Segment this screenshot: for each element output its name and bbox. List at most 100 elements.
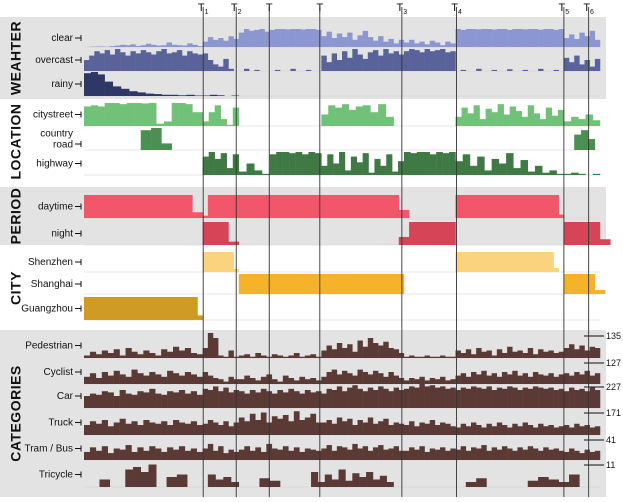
bar-categories-car-3-5 xyxy=(347,388,352,408)
bar-location-citystreet-6-3 xyxy=(342,104,349,126)
bar-categories-cyclist-5-4 xyxy=(476,374,481,384)
bar-categories-tram-bus-6-1 xyxy=(569,449,574,461)
bar-categories-pedestrian-5-5 xyxy=(481,352,486,358)
bar-categories-pedestrian-2-0 xyxy=(239,356,245,359)
bar-location-citystreet-9-1 xyxy=(571,117,578,126)
bar-location-highway-5-10 xyxy=(528,172,535,175)
bar-categories-truck-3-13 xyxy=(388,425,393,435)
bar-categories-car-3-3 xyxy=(337,386,342,408)
time-marker-label-1: T2 xyxy=(231,2,242,16)
bar-categories-pedestrian-6-1 xyxy=(569,344,574,358)
bar-categories-tram-bus-6-2 xyxy=(574,451,579,460)
bar-weahter-overcast-4-6 xyxy=(435,50,440,71)
bar-weahter-overcast-4-5 xyxy=(430,51,435,71)
bar-weahter-clear-4-10 xyxy=(373,41,378,47)
bar-weahter-clear-7-5 xyxy=(590,31,595,47)
bar-categories-pedestrian-5-20 xyxy=(559,352,564,358)
bar-location-citystreet-8-12 xyxy=(528,105,534,126)
bar-location-citystreet-8-15 xyxy=(546,108,552,126)
bar-categories-pedestrian-0-13 xyxy=(161,349,167,358)
bar-categories-pedestrian-3-9 xyxy=(368,338,373,358)
bar-weahter-clear-2-5 xyxy=(228,36,233,47)
bar-categories-car-5-2 xyxy=(466,389,471,408)
bar-weahter-clear-5-4 xyxy=(425,44,430,47)
bar-categories-truck-5-13 xyxy=(523,423,528,436)
bar-weahter-overcast-0-13 xyxy=(151,55,156,72)
bar-categories-cyclist-5-9 xyxy=(502,372,507,384)
bar-categories-tram-bus-6-3 xyxy=(579,453,584,460)
bar-categories-truck-4-0 xyxy=(404,425,409,435)
bar-categories-truck-3-0 xyxy=(321,423,326,436)
bar-categories-cyclist-4-1 xyxy=(409,378,414,384)
bar-categories-pedestrian-5-7 xyxy=(492,356,497,359)
bar-categories-cyclist-5-15 xyxy=(533,372,538,384)
bar-weahter-clear-4-7 xyxy=(357,35,362,47)
bar-weahter-clear-1-11 xyxy=(167,43,172,48)
bar-weahter-clear-6-15 xyxy=(533,29,538,47)
bar-location-highway-3-8 xyxy=(369,173,375,175)
bar-categories-tram-bus-5-4 xyxy=(476,449,481,461)
bar-weahter-clear-5-0 xyxy=(404,43,409,48)
bar-categories-tricycle-1-3 xyxy=(149,465,157,488)
bar-weahter-overcast-4-7 xyxy=(440,49,445,71)
bar-categories-car-2-2 xyxy=(250,390,256,408)
bar-weahter-overcast-3-0 xyxy=(321,56,326,71)
bar-categories-pedestrian-2-3 xyxy=(255,353,261,358)
bar-categories-cyclist-2-9 xyxy=(288,378,294,384)
bar-categories-cyclist-4-5 xyxy=(430,378,435,384)
bar-categories-pedestrian-2-14 xyxy=(316,357,322,358)
bar-weahter-overcast-0-15 xyxy=(161,49,166,71)
bar-categories-cyclist-2-11 xyxy=(299,377,305,384)
bar-weahter-overcast-4-4 xyxy=(425,49,430,71)
bar-weahter-clear-1-1 xyxy=(115,46,120,47)
bar-weahter-rainy-0-0 xyxy=(84,73,91,96)
bar-categories-cyclist-3-4 xyxy=(342,371,347,384)
bar-categories-tram-bus-2-0 xyxy=(239,450,245,460)
bar-categories-cyclist-6-5 xyxy=(590,376,595,384)
bar-weahter-overcast-3-10 xyxy=(373,50,378,71)
bar-categories-pedestrian-4-4 xyxy=(425,356,430,359)
bar-categories-cyclist-2-14 xyxy=(316,380,322,384)
bar-categories-truck-5-5 xyxy=(481,428,486,436)
bar-categories-tram-bus-1-2 xyxy=(213,451,218,460)
bar-categories-pedestrian-3-14 xyxy=(394,349,399,358)
bar-categories-tram-bus-3-3 xyxy=(337,446,342,460)
bar-categories-car-0-6 xyxy=(120,390,126,408)
bar-location-highway-3-7 xyxy=(363,153,369,175)
bar-categories-truck-2-3 xyxy=(255,420,261,435)
bar-weahter-clear-5-9 xyxy=(450,43,455,47)
bar-categories-cyclist-3-0 xyxy=(321,377,326,384)
bar-location-highway-3-9 xyxy=(374,159,380,175)
bar-categories-tram-bus-0-15 xyxy=(173,450,179,460)
bar-categories-truck-2-1 xyxy=(244,421,250,435)
bar-categories-car-5-20 xyxy=(559,389,564,408)
bar-categories-cyclist-5-5 xyxy=(481,371,486,384)
bar-categories-car-2-3 xyxy=(255,392,261,408)
bar-categories-cyclist-2-7 xyxy=(277,382,283,384)
bar-categories-truck-5-18 xyxy=(548,425,553,435)
bar-categories-pedestrian-2-7 xyxy=(277,356,283,359)
bar-categories-cyclist-2-2 xyxy=(250,378,256,384)
bar-categories-cyclist-0-1 xyxy=(90,373,96,384)
bar-location-highway-3-0 xyxy=(321,166,327,175)
bar-categories-pedestrian-5-19 xyxy=(554,353,559,358)
bar-location-citystreet-6-1 xyxy=(328,105,335,126)
bar-categories-tram-bus-4-6 xyxy=(435,450,440,460)
bar-categories-tricycle-0-0 xyxy=(99,480,110,488)
bar-categories-cyclist-0-14 xyxy=(167,371,173,384)
bar-location-highway-1-2 xyxy=(254,170,262,175)
bar-categories-cyclist-3-2 xyxy=(332,370,337,384)
bar-categories-tram-bus-4-4 xyxy=(425,452,430,460)
bar-categories-truck-2-0 xyxy=(239,418,245,436)
time-marker-label-7: T6 xyxy=(583,2,594,16)
bar-categories-car-5-3 xyxy=(471,386,476,408)
bar-categories-cyclist-3-9 xyxy=(368,374,373,384)
bar-location-country-road-0-1 xyxy=(151,128,162,150)
bar-categories-truck-5-17 xyxy=(543,426,548,435)
bar-categories-car-4-7 xyxy=(440,386,445,408)
bar-period-night-0-0 xyxy=(203,222,229,245)
bar-categories-car-0-10 xyxy=(143,392,149,408)
bar-categories-car-0-19 xyxy=(197,395,203,408)
bar-location-citystreet-8-8 xyxy=(504,115,510,127)
bar-weahter-overcast-0-9 xyxy=(130,51,135,71)
